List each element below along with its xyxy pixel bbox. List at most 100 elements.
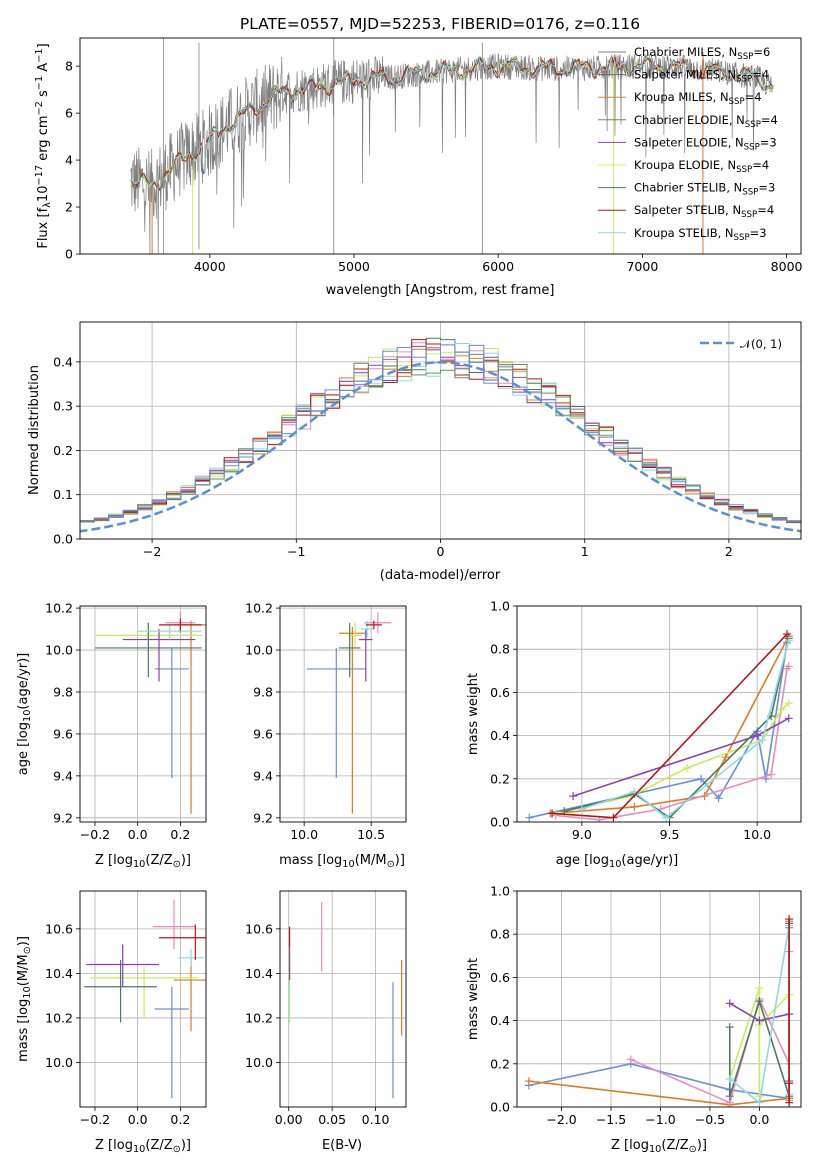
x-tick-label: 0.00 [275, 1112, 303, 1127]
weight-marker [784, 662, 793, 671]
x-tick-label: −2 [143, 544, 161, 559]
legend-entry: Salpeter STELIB, NSSP=4 [634, 203, 774, 220]
y-tick-label: 10.2 [45, 601, 73, 616]
weight-line [529, 642, 788, 819]
y-tick-label: 10.2 [245, 1010, 273, 1025]
weight-marker [784, 714, 793, 723]
x-tick-label: −0.2 [80, 827, 110, 842]
legend-entry: Salpeter ELODIE, NSSP=3 [634, 135, 777, 152]
y-tick-label: 0.3 [53, 399, 73, 414]
x-tick-label: 2 [725, 544, 733, 559]
x-tick-label: −0.2 [80, 1112, 110, 1127]
y-tick-label: 10.4 [45, 966, 73, 981]
y-tick-label: 10.2 [245, 601, 273, 616]
x-axis-label: E(B-V) [322, 1138, 362, 1153]
y-tick-label: 8 [65, 59, 73, 74]
x-tick-label: 0.05 [318, 1112, 346, 1127]
x-tick-label: 0.0 [128, 827, 148, 842]
x-tick-label: 0.0 [128, 1112, 148, 1127]
x-tick-label: 10.5 [357, 827, 385, 842]
plot-area [80, 337, 801, 533]
x-axis-label: Z [log10(Z/Z⊙)] [95, 1138, 191, 1155]
weight-marker [609, 813, 618, 822]
weight-marker [755, 984, 764, 993]
axes-frame: −0.2 0.0 0.2 9.2 9.4 9.6 9.8 10.0 10.2 [45, 601, 207, 842]
x-tick-label: 0.0 [749, 1112, 769, 1127]
plot-area [524, 915, 794, 1107]
panel-residuals: −2 −1 0 1 2 0.0 0.1 0.2 0.3 0.4 𝒩(0, 1) (data-model… [27, 321, 802, 583]
legend-entry: Chabrier STELIB, NSSP=3 [634, 181, 775, 198]
weight-marker [721, 753, 730, 762]
y-tick-label: 0.4 [490, 728, 510, 743]
x-tick-label: −1.0 [645, 1112, 675, 1127]
weight-marker [755, 1098, 764, 1107]
weight-line [729, 987, 790, 1097]
x-tick-label: 0.2 [170, 1112, 190, 1127]
x-tick-label: 7000 [626, 259, 658, 274]
y-tick-label: 0 [65, 247, 73, 262]
weight-marker [569, 792, 578, 801]
legend-entry: 𝒩(0, 1) [740, 337, 782, 351]
y-tick-label: 0.1 [53, 487, 73, 502]
y-tick-label: 6 [65, 106, 73, 121]
x-tick-label: −2.0 [546, 1112, 576, 1127]
x-tick-label: 10.0 [743, 827, 771, 842]
x-axis-label: mass [log10(M/M⊙)] [279, 853, 405, 870]
plot-area [525, 630, 793, 822]
y-tick-label: 0.8 [490, 927, 510, 942]
axes-frame: 10.0 10.5 9.2 9.4 9.6 9.8 10.0 10.2 [245, 601, 407, 842]
axes-border [279, 890, 407, 1108]
y-tick-label: 10.6 [45, 921, 73, 936]
weight-marker [758, 735, 767, 744]
x-axis-label: Z [log10(Z/Z⊙)] [611, 1138, 707, 1155]
x-tick-label: −0.5 [695, 1112, 725, 1127]
x-tick-label: 1 [581, 544, 589, 559]
axes-frame: −2.0 −1.5 −1.0 −0.5 0.0 0.0 0.2 0.4 0.6 0.8 1.0 [490, 884, 802, 1127]
axes-frame: −0.2 0.0 0.2 10.0 10.2 10.4 10.6 [45, 890, 207, 1127]
panel-age_vs_Z: −0.2 0.0 0.2 9.2 9.4 9.6 9.8 10.0 10.2 Z [log10(Z… [16, 601, 207, 870]
x-tick-label: 0.10 [362, 1112, 390, 1127]
axes-border [516, 605, 802, 823]
panel-massweight_vs_Z: −2.0 −1.5 −1.0 −0.5 0.0 0.0 0.2 0.4 0.6 0.8 1.0 Z [… [466, 884, 802, 1155]
plot-area [288, 902, 403, 1099]
weight-marker [725, 1092, 734, 1101]
x-tick-label: 4000 [194, 259, 226, 274]
x-tick-label: −1 [287, 544, 305, 559]
weight-marker [777, 705, 786, 714]
y-tick-label: 1.0 [490, 884, 510, 899]
legend-entry: Kroupa STELIB, NSSP=3 [634, 226, 767, 243]
panel-spectrum: 4000 5000 6000 7000 8000 0 2 4 6 8 Chabrier MILES,… [34, 37, 803, 298]
weight-marker [714, 794, 723, 803]
weight-marker [524, 1077, 533, 1086]
y-axis-label: mass weight [466, 673, 481, 755]
panel-mass_vs_ebv: 0.00 0.05 0.10 10.0 10.2 10.4 10.6 E(B-V) [245, 890, 407, 1153]
axes-frame: 9.0 9.5 10.0 0.0 0.2 0.4 0.6 0.8 1.0 [490, 599, 802, 842]
y-tick-label: 0.2 [490, 1056, 510, 1071]
plot-area [94, 612, 206, 814]
axes-border [279, 605, 407, 823]
y-tick-label: 10.0 [245, 1055, 273, 1070]
y-axis-label: mass [log10(M/M⊙)] [16, 936, 33, 1062]
weight-marker [662, 813, 671, 822]
weight-marker [548, 809, 557, 818]
legend-entry: Chabrier ELODIE, NSSP=4 [634, 113, 778, 130]
observed-spectrum [130, 53, 774, 254]
panel-age_vs_mass: 10.0 10.5 9.2 9.4 9.6 9.8 10.0 10.2 mass [log10(… [245, 601, 407, 870]
x-tick-label: 9.5 [660, 827, 680, 842]
legend-entry: Kroupa MILES, NSSP=4 [634, 90, 762, 107]
weight-marker [782, 630, 791, 639]
y-tick-label: 10.0 [45, 643, 73, 658]
x-axis-label: Z [log10(Z/Z⊙)] [95, 853, 191, 870]
y-tick-label: 9.6 [253, 726, 273, 741]
y-tick-label: 9.2 [253, 810, 273, 825]
axes-border [79, 890, 207, 1108]
plot-area [130, 38, 774, 254]
legend-entry: Kroupa ELODIE, NSSP=4 [634, 158, 769, 175]
x-tick-label: 0 [437, 544, 445, 559]
x-axis-label: wavelength [Angstrom, rest frame] [326, 283, 555, 298]
x-tick-label: 6000 [482, 259, 514, 274]
axes-frame: −2 −1 0 1 2 0.0 0.1 0.2 0.3 0.4 [53, 321, 802, 559]
weight-marker [725, 1023, 734, 1032]
axes-frame: 4000 5000 6000 7000 8000 0 2 4 6 8 [65, 37, 803, 274]
x-tick-label: 5000 [338, 259, 370, 274]
